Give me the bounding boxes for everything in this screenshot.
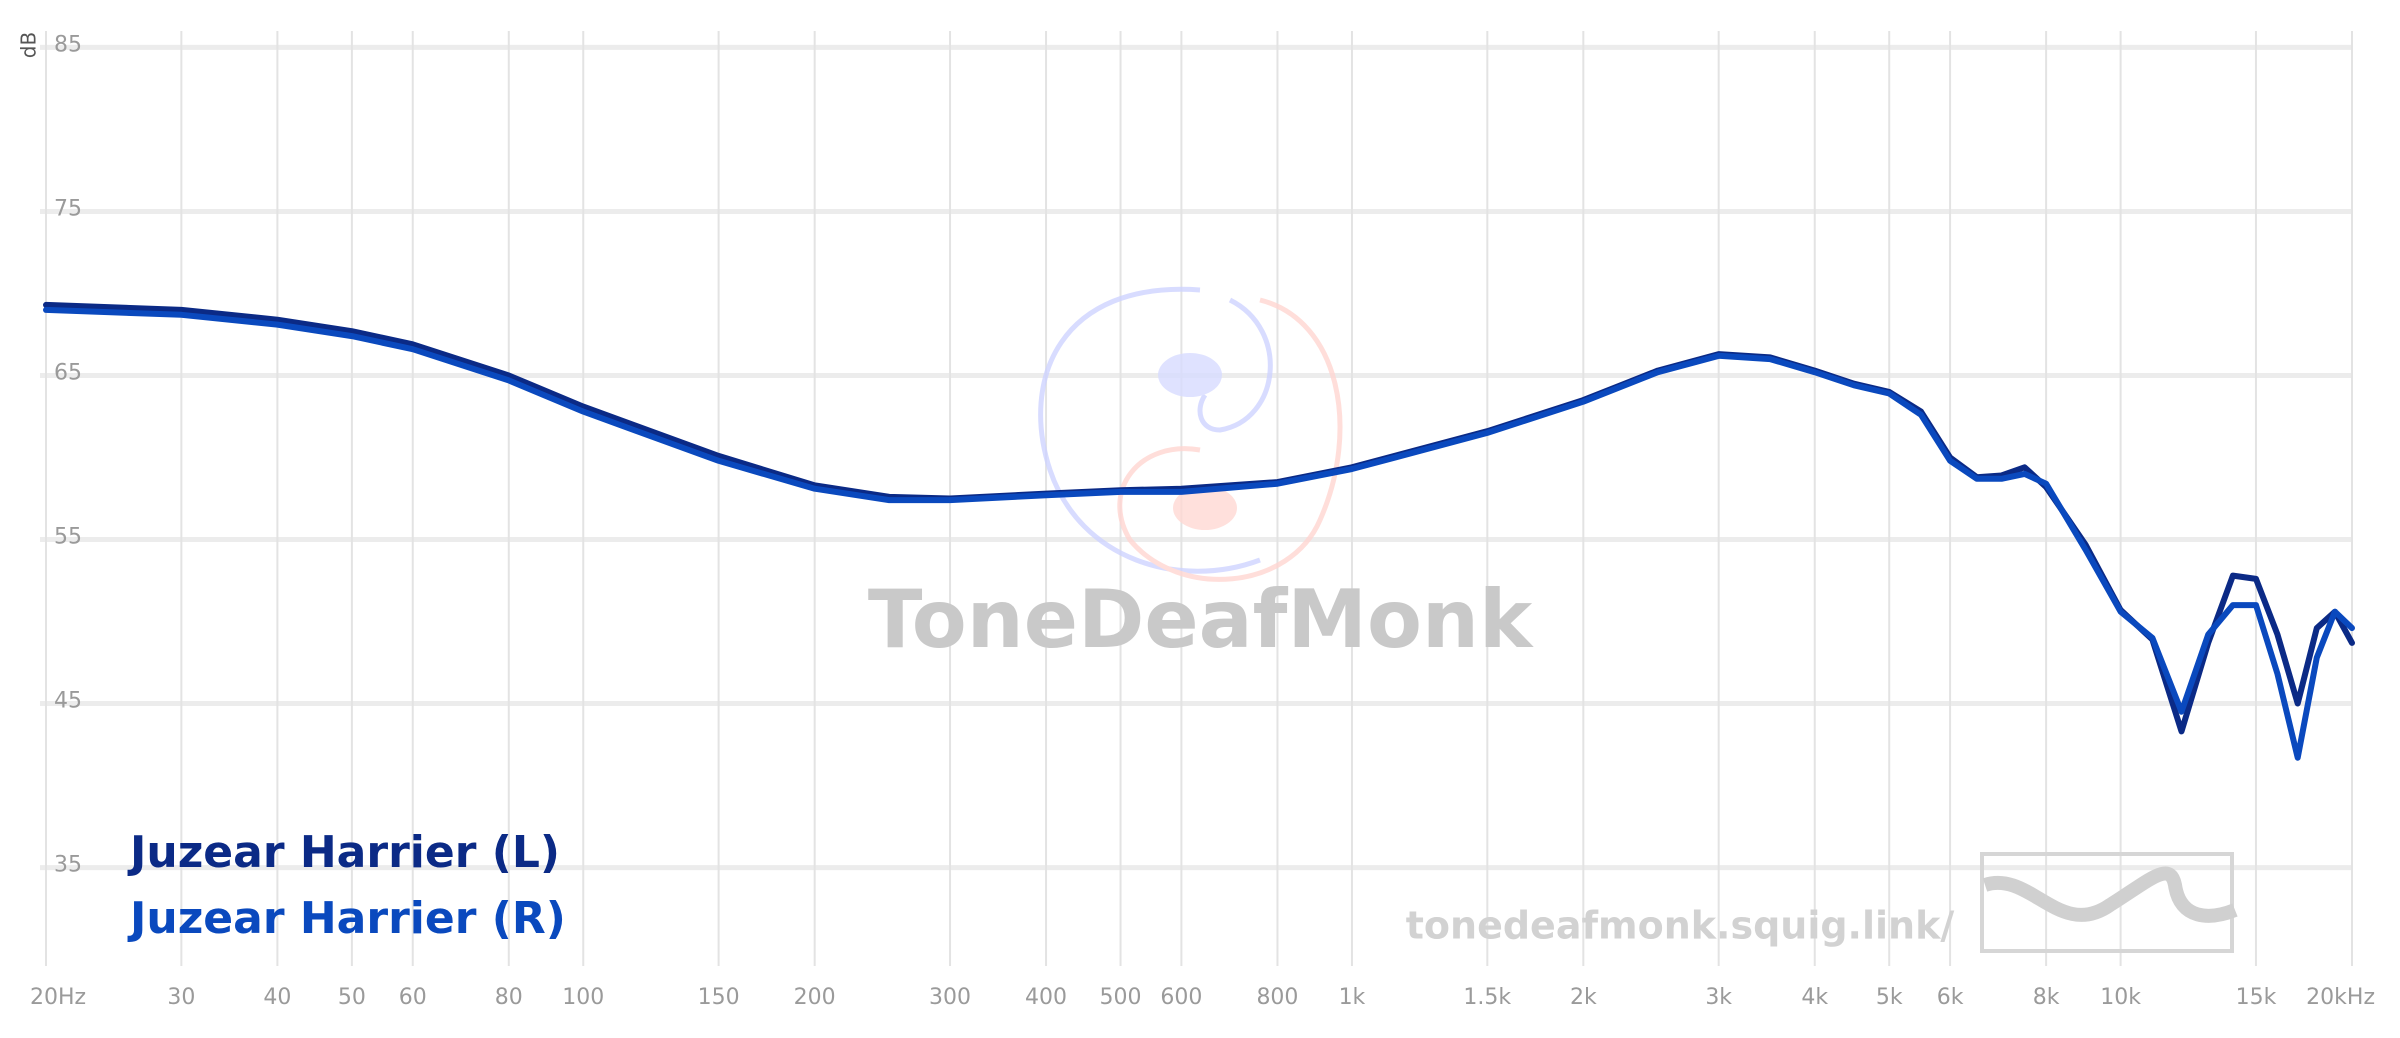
legend-entry: Juzear Harrier (L) [127,827,560,878]
legend-entry: Juzear Harrier (R) [127,893,566,944]
x-tick-label: 4k [1801,985,1828,1010]
x-tick-label: 500 [1100,985,1142,1010]
watermark-logo [1038,286,1343,582]
x-tick-label: 400 [1025,985,1067,1010]
x-tick-label: 6k [1937,985,1964,1010]
url: tonedeafmonk.squig.link/ [1406,904,1955,948]
watermark: ToneDeafMonk [868,573,1534,666]
x-tick-label: 60 [399,985,427,1010]
x-tick-label: 8k [2033,985,2060,1010]
x-tick-label: 15k [2236,985,2277,1010]
x-tick-label: 80 [495,985,523,1010]
series-line [43,306,2355,761]
x-tick-label: 5k [1876,985,1903,1010]
x-tick-label: 1.5k [1463,985,1511,1010]
x-tick-label: 40 [263,985,291,1010]
x-tick-label: 3k [1705,985,1732,1010]
y-tick-label: 55 [54,525,82,550]
x-tick-label: 1k [1339,985,1366,1010]
y-tick-label: 85 [54,32,82,57]
x-tick-label: 600 [1160,985,1202,1010]
legend: Juzear Harrier (L) Juzear Harrier (R) [127,827,566,944]
x-tick-label: 10k [2100,985,2141,1010]
y-tick-label: 35 [54,853,82,878]
x-tick-label: 800 [1256,985,1298,1010]
x-tick-label: 200 [794,985,836,1010]
plot [43,301,2355,761]
y-axis-label: dB [17,32,41,58]
x-tick-label: 50 [338,985,366,1010]
y-tick-label: 45 [54,689,82,714]
x-tick-label: 20kHz [2306,985,2375,1010]
x-tick-label: 30 [167,985,195,1010]
x-tick-label: 20Hz [30,985,86,1010]
logo-squiggle [1982,866,2238,923]
y-tick-label: 65 [54,360,82,385]
y-tick-label: 75 [54,196,82,221]
x-tick-label: 150 [698,985,740,1010]
x-tick-label: 100 [562,985,604,1010]
x-tick-label: 300 [929,985,971,1010]
x-tick-label: 2k [1570,985,1597,1010]
logo-box [1980,852,2234,953]
